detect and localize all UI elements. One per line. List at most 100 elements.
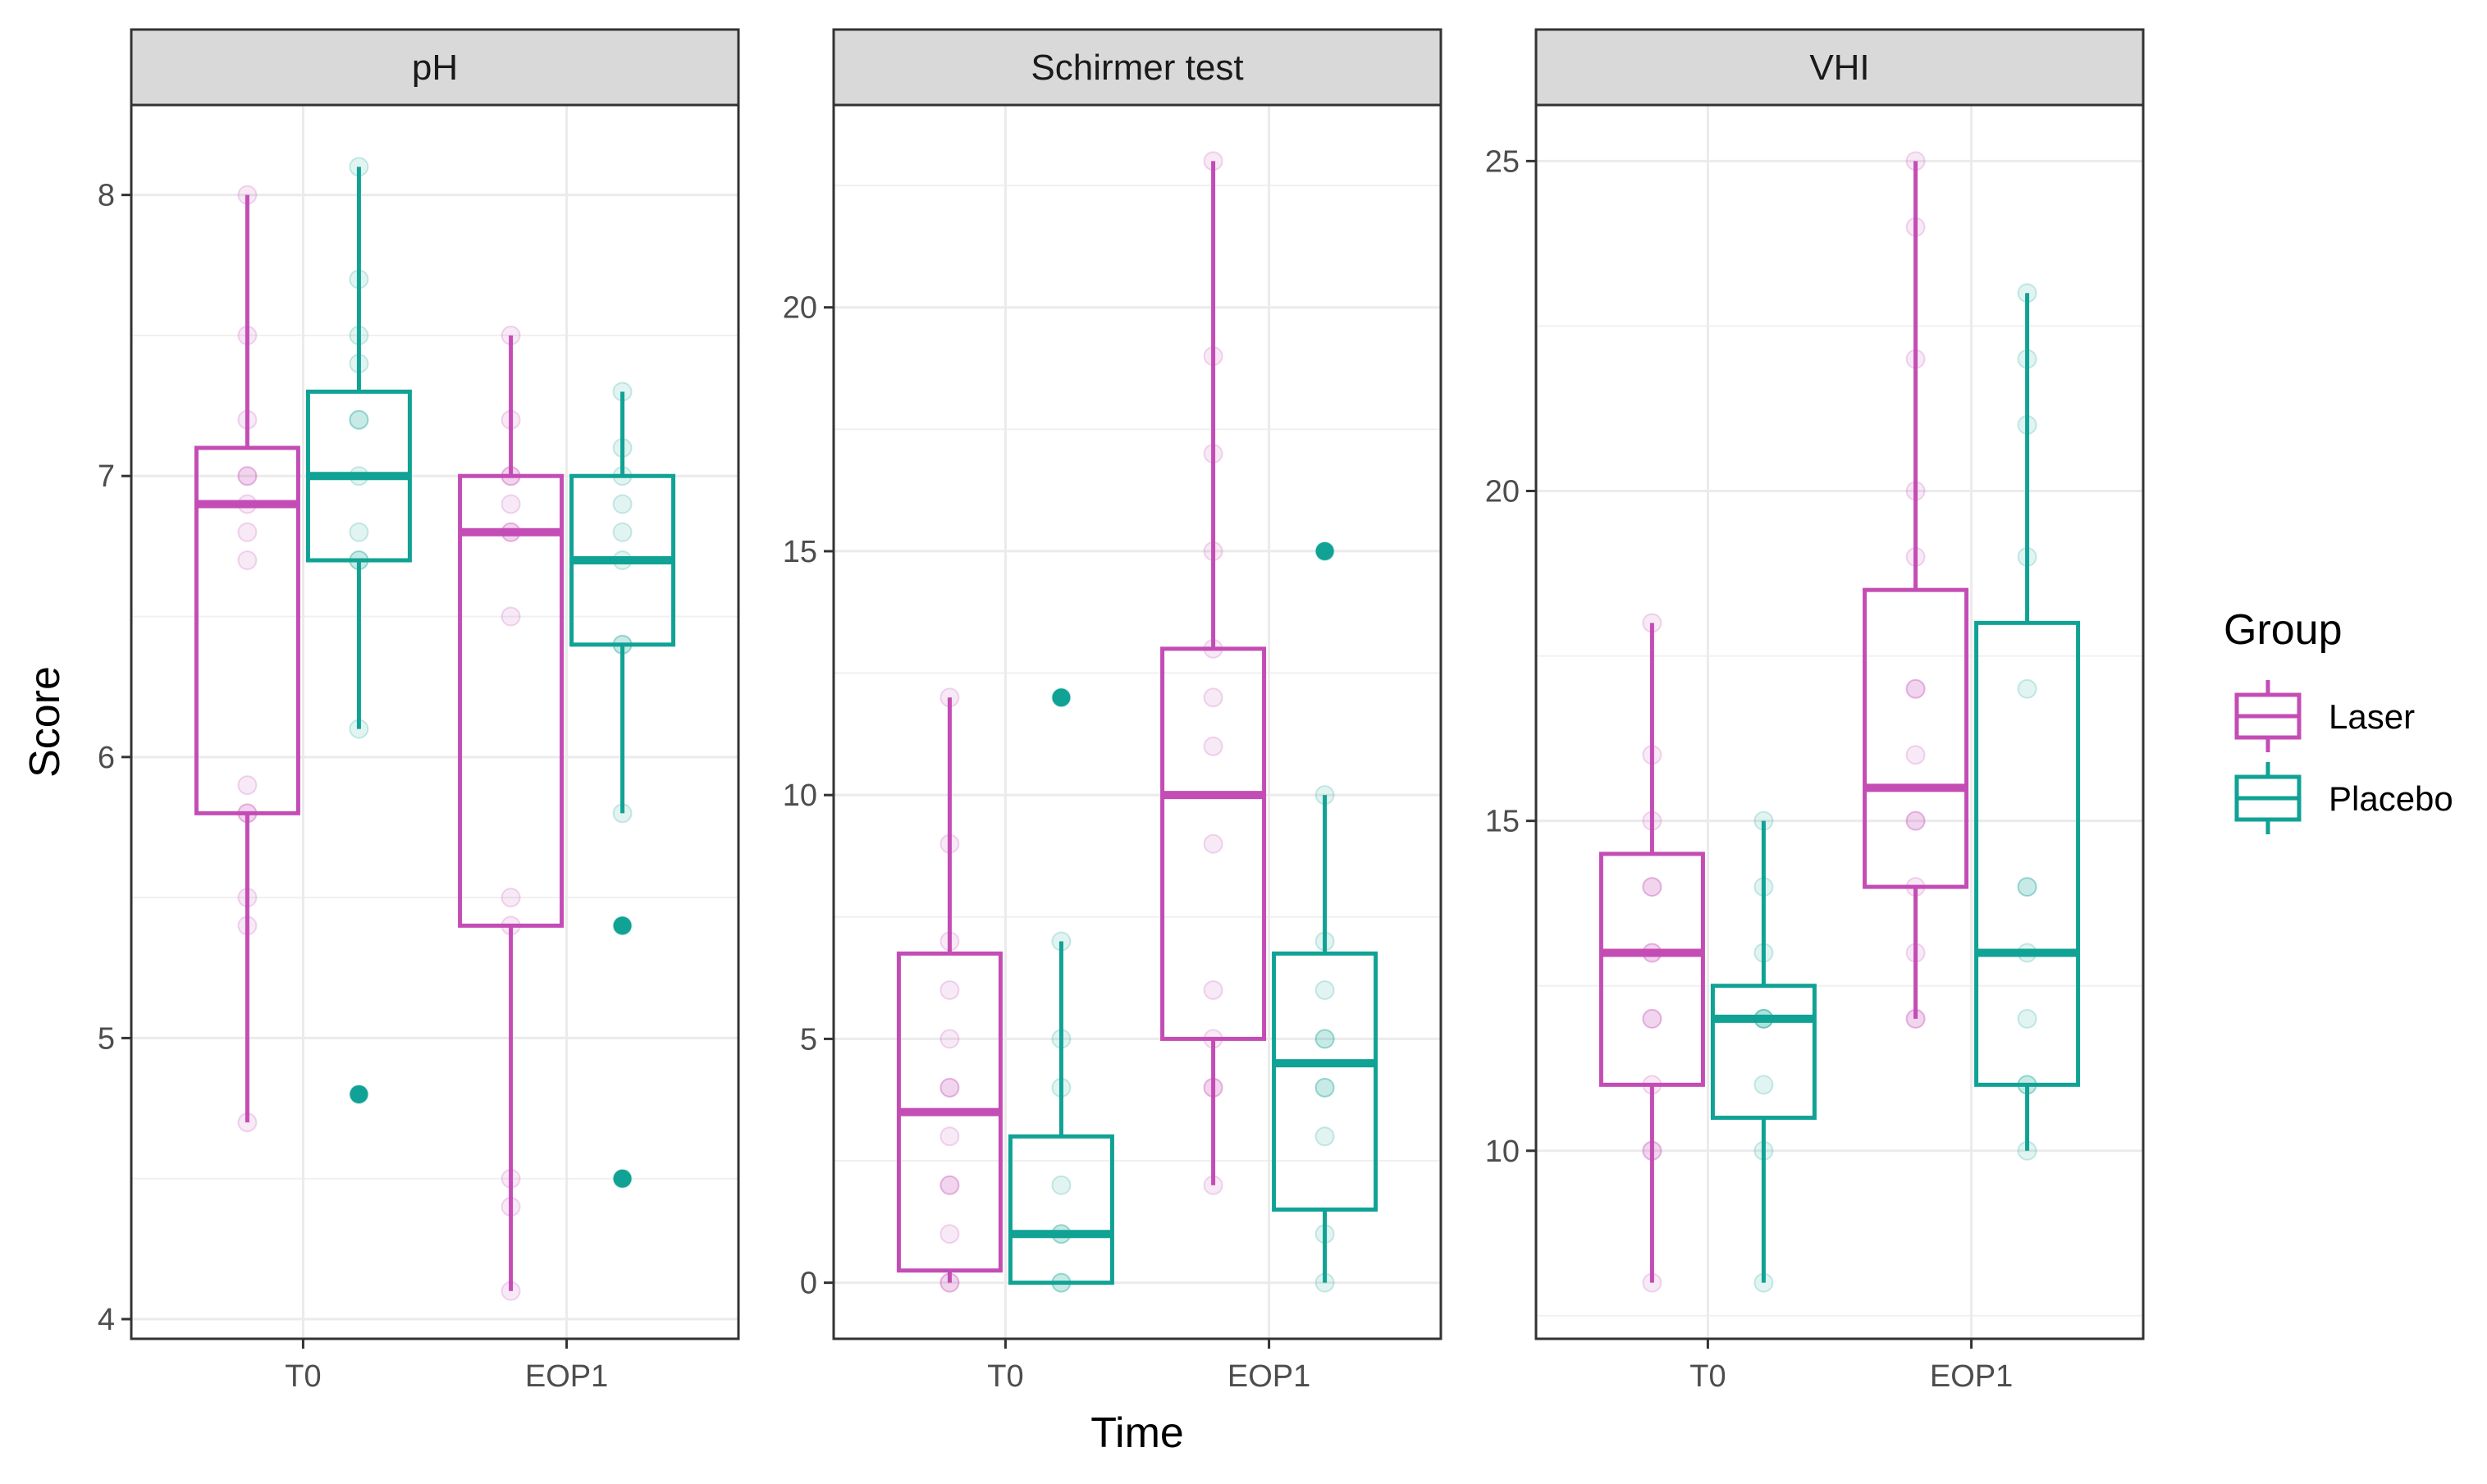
- legend-title: Group: [2224, 606, 2343, 654]
- data-point: [237, 550, 258, 571]
- data-point: [237, 185, 258, 205]
- data-point: [1203, 833, 1223, 854]
- outlier-point: [613, 1169, 632, 1188]
- data-point: [2017, 943, 2037, 963]
- data-point: [349, 719, 369, 739]
- data-point: [939, 1175, 960, 1195]
- legend: Group Laser Placebo: [2224, 606, 2453, 834]
- data-point: [501, 522, 521, 542]
- data-point: [612, 381, 633, 402]
- data-point: [2017, 877, 2037, 897]
- box-placebo-eop1: [1272, 541, 1378, 1293]
- data-point: [501, 409, 521, 430]
- data-point: [1642, 943, 1662, 963]
- data-point: [1905, 481, 1926, 501]
- data-point: [237, 522, 258, 542]
- data-point: [1642, 1008, 1662, 1029]
- data-point: [1905, 943, 1926, 963]
- data-point: [2017, 1140, 2037, 1161]
- data-point: [1314, 1077, 1335, 1098]
- y-tick-label: 15: [783, 535, 817, 569]
- data-point: [2017, 1075, 2037, 1095]
- y-tick-label: 4: [98, 1303, 115, 1337]
- data-point: [939, 1224, 960, 1244]
- data-point: [237, 494, 258, 514]
- data-point: [237, 803, 258, 824]
- data-point: [1753, 1008, 1774, 1029]
- outlier-point: [613, 916, 632, 935]
- data-point: [349, 409, 369, 430]
- data-point: [1905, 546, 1926, 567]
- box-placebo-t0: [1710, 810, 1817, 1293]
- panel-border: [832, 103, 1442, 1340]
- y-tick-label: 0: [800, 1267, 817, 1301]
- y-tick-label: 5: [800, 1022, 817, 1057]
- data-point: [1051, 931, 1072, 952]
- box-placebo-eop1: [1974, 283, 2081, 1161]
- data-point: [1753, 1272, 1774, 1293]
- data-point: [349, 269, 369, 290]
- box-placebo-eop1: [569, 381, 676, 1189]
- data-point: [612, 522, 633, 542]
- data-point: [237, 409, 258, 430]
- data-point: [1203, 979, 1223, 1000]
- x-tick-label: T0: [285, 1359, 321, 1394]
- data-point: [237, 775, 258, 796]
- data-point: [237, 466, 258, 486]
- data-point: [939, 979, 960, 1000]
- data-point: [501, 494, 521, 514]
- data-point: [237, 1112, 258, 1133]
- data-point: [939, 1029, 960, 1049]
- data-point: [1051, 1272, 1072, 1293]
- data-point: [1905, 1008, 1926, 1029]
- data-point: [1905, 810, 1926, 831]
- data-point: [612, 916, 633, 936]
- data-point: [2017, 877, 2037, 897]
- data-point: [237, 325, 258, 345]
- data-point: [1753, 810, 1774, 831]
- data-point: [1642, 745, 1662, 765]
- box-laser-eop1: [458, 325, 565, 1301]
- outlier-point: [1315, 541, 1334, 560]
- data-point: [1905, 217, 1926, 237]
- axis-titles: Time Score: [21, 666, 1184, 1457]
- data-point: [1051, 687, 1072, 708]
- data-point: [1314, 785, 1335, 806]
- box-laser-t0: [896, 687, 1003, 1293]
- outlier-point: [1052, 688, 1071, 707]
- plot-background: [131, 105, 738, 1339]
- data-point: [349, 550, 369, 571]
- data-point: [939, 1077, 960, 1098]
- data-point: [349, 466, 369, 486]
- y-tick-label: 25: [1485, 144, 1520, 179]
- plot-background: [834, 105, 1441, 1339]
- data-point: [349, 157, 369, 177]
- box-iqr: [1974, 620, 2081, 1087]
- y-tick-label: 10: [783, 779, 817, 813]
- data-point: [939, 833, 960, 854]
- data-point: [1905, 151, 1926, 171]
- data-point: [1642, 877, 1662, 897]
- data-point: [1051, 1272, 1072, 1293]
- data-point: [2017, 678, 2037, 699]
- data-point: [939, 1272, 960, 1293]
- data-point: [1051, 1175, 1072, 1195]
- data-point: [1905, 745, 1926, 765]
- data-point: [1905, 678, 1926, 699]
- data-point: [1203, 541, 1223, 561]
- data-point: [1051, 1224, 1072, 1244]
- data-point: [1642, 943, 1662, 963]
- data-point: [1051, 1077, 1072, 1098]
- box-iqr: [1008, 1134, 1114, 1285]
- data-point: [237, 466, 258, 486]
- data-point: [1203, 638, 1223, 659]
- data-point: [1905, 349, 1926, 369]
- y-tick-label: 10: [1485, 1135, 1520, 1169]
- y-axis-title: Score: [21, 666, 69, 778]
- data-point: [612, 634, 633, 655]
- x-tick-label: T0: [987, 1359, 1023, 1394]
- y-tick-label: 7: [98, 459, 115, 494]
- y-tick-label: 6: [98, 741, 115, 775]
- data-point: [1051, 1224, 1072, 1244]
- data-point: [1314, 1029, 1335, 1049]
